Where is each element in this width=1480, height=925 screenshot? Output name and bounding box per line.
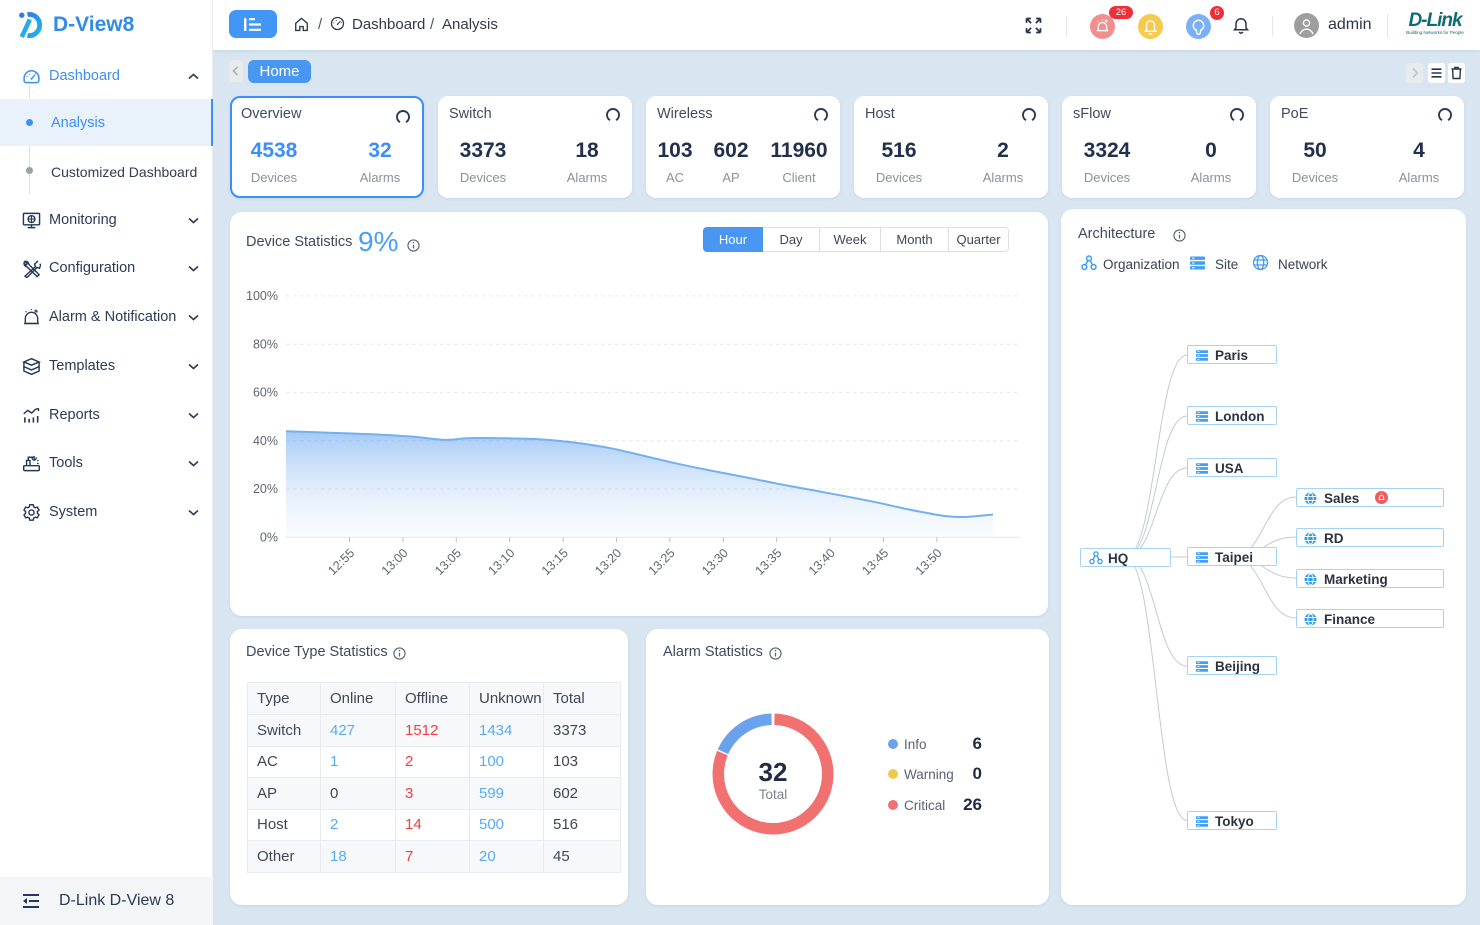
svg-text:13:25: 13:25 xyxy=(646,546,678,578)
svg-text:13:00: 13:00 xyxy=(379,546,411,578)
svg-text:13:40: 13:40 xyxy=(806,546,838,578)
svg-text:20%: 20% xyxy=(253,482,278,496)
svg-text:40%: 40% xyxy=(253,434,278,448)
svg-text:13:20: 13:20 xyxy=(592,546,624,578)
svg-text:13:10: 13:10 xyxy=(485,546,517,578)
svg-text:13:15: 13:15 xyxy=(539,546,571,578)
svg-text:13:45: 13:45 xyxy=(859,546,891,578)
svg-text:80%: 80% xyxy=(253,337,278,351)
svg-text:13:35: 13:35 xyxy=(752,546,784,578)
svg-text:13:50: 13:50 xyxy=(913,546,945,578)
svg-text:0%: 0% xyxy=(260,530,278,544)
svg-text:100%: 100% xyxy=(246,289,278,303)
svg-text:13:05: 13:05 xyxy=(432,546,464,578)
svg-text:60%: 60% xyxy=(253,386,278,400)
svg-text:12:55: 12:55 xyxy=(325,546,357,578)
svg-text:13:30: 13:30 xyxy=(699,546,731,578)
